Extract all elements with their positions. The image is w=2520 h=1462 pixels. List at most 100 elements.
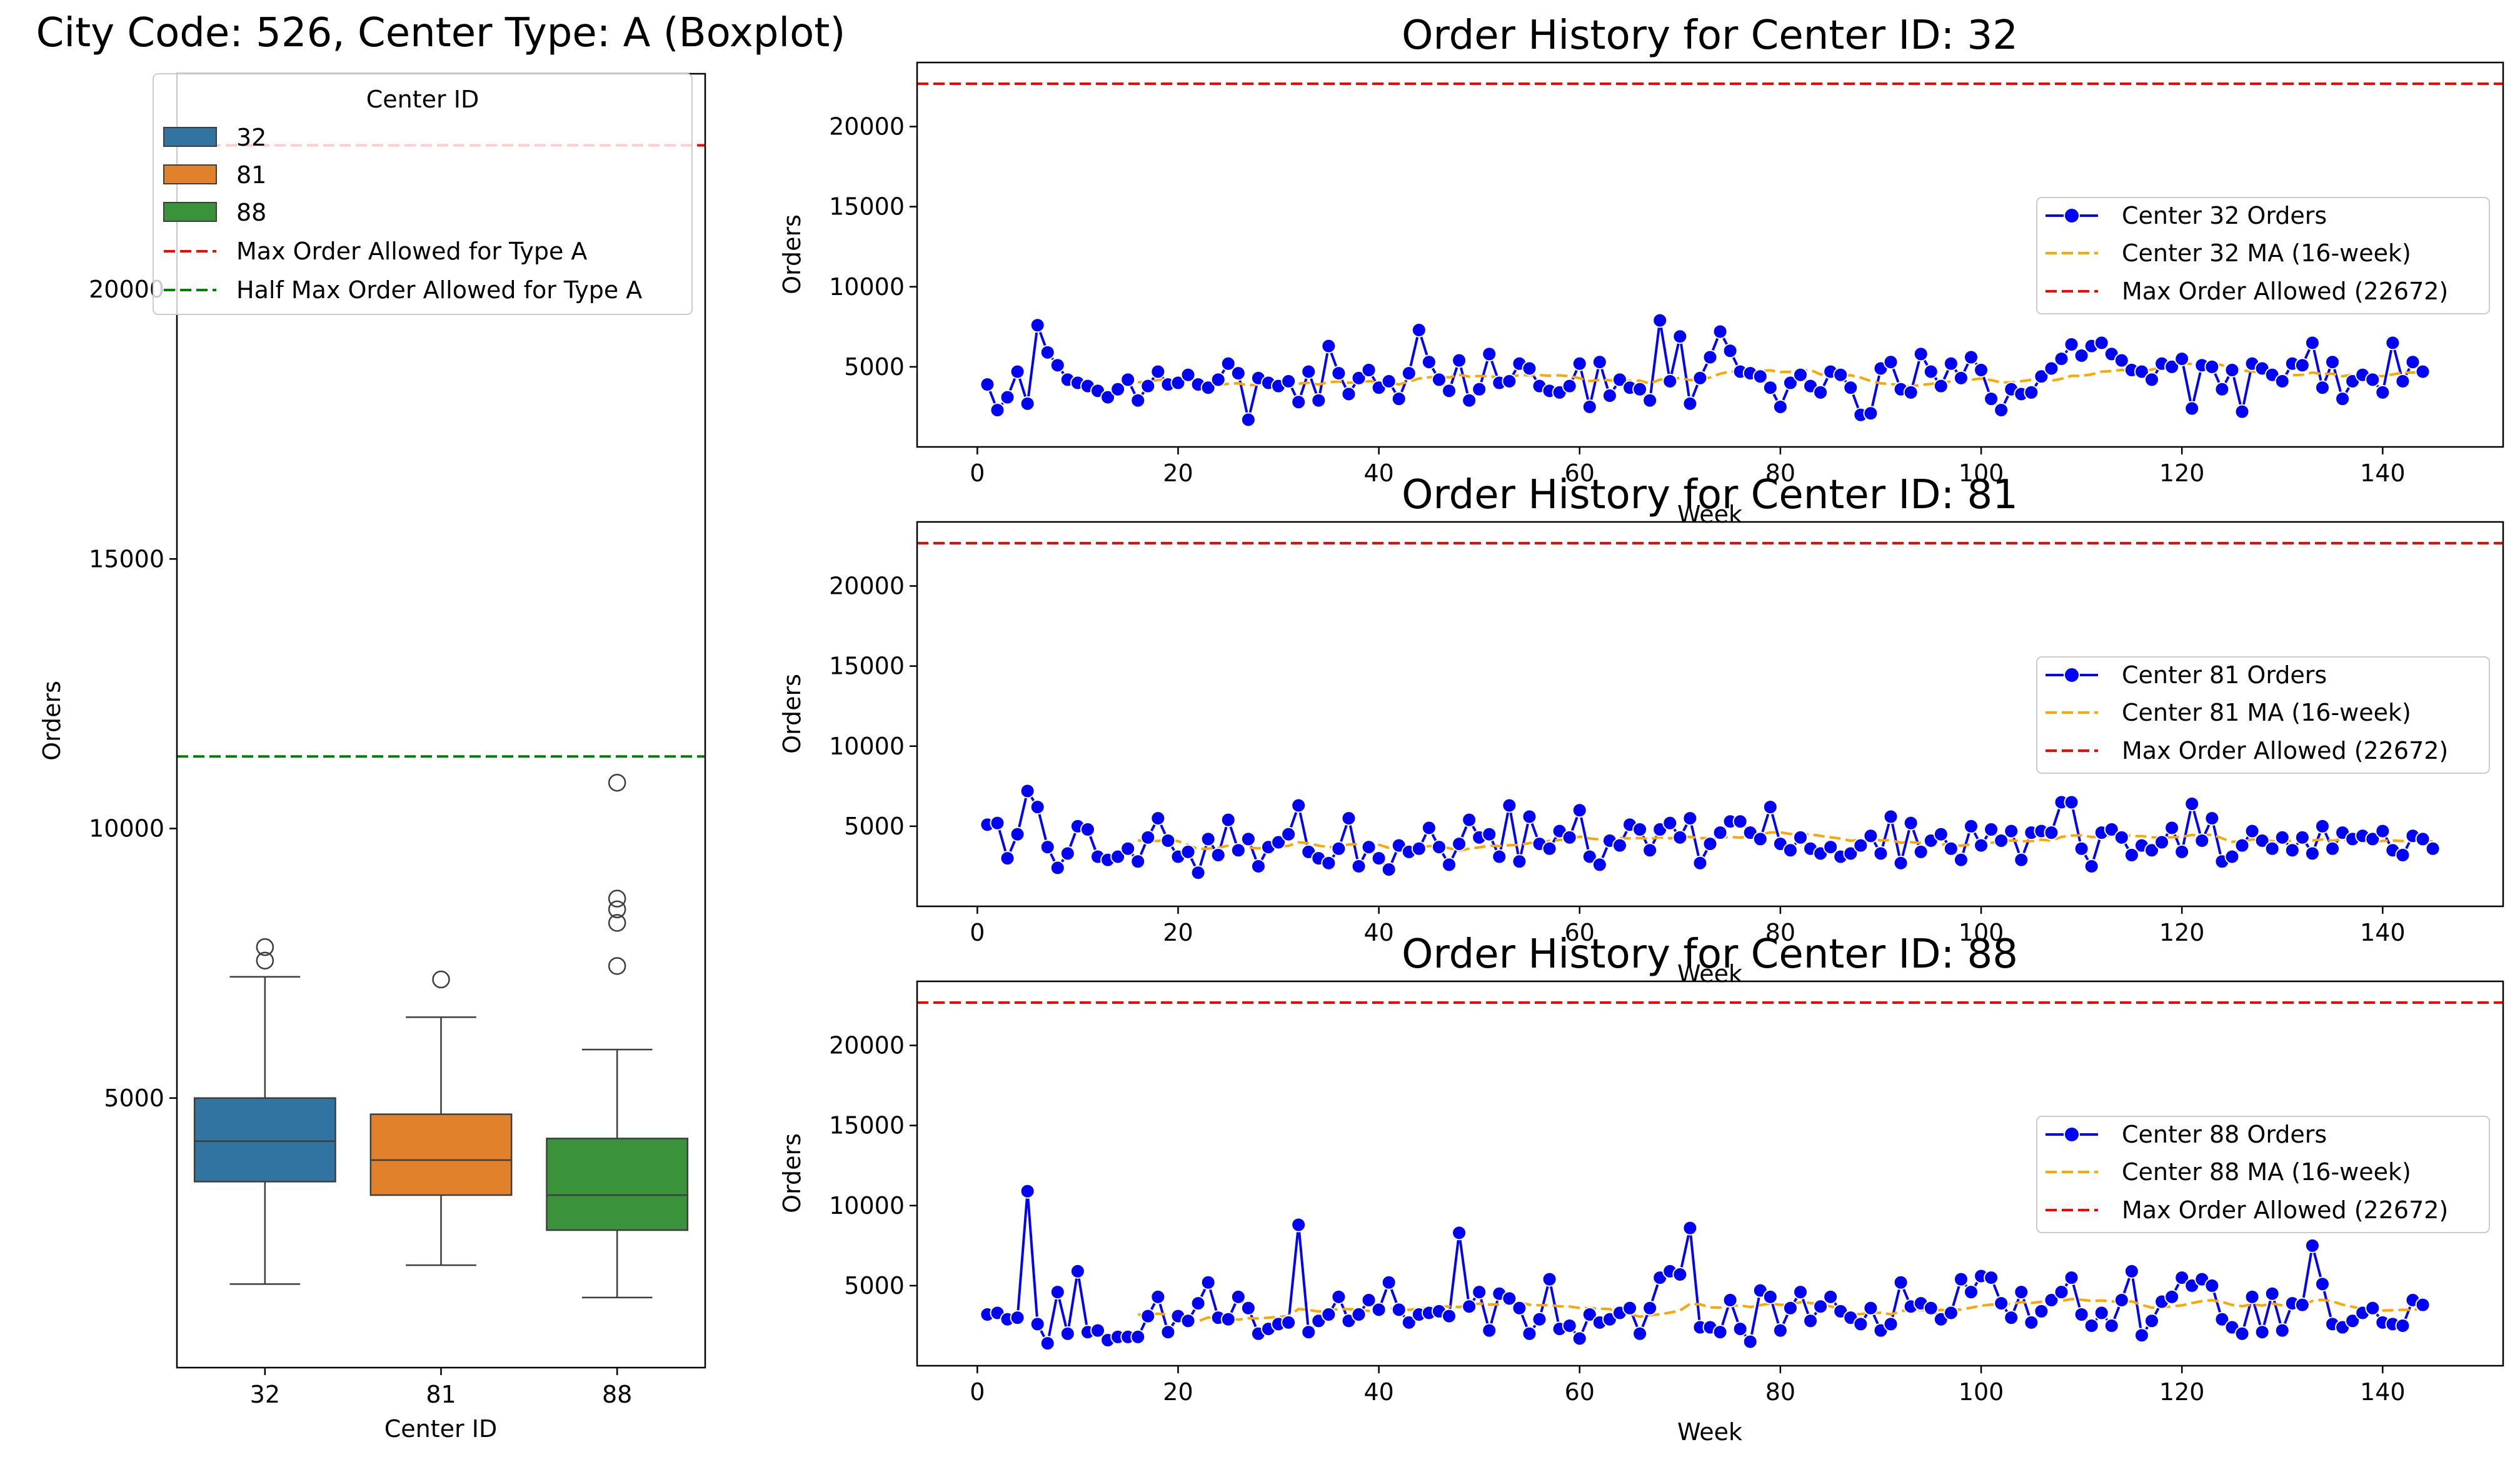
center-88-order-point [2304, 1238, 2320, 1253]
center-32-order-point [1020, 396, 1035, 411]
center-81-order-point [2044, 825, 2059, 841]
center-81-order-point [1361, 839, 1377, 855]
center-88-order-point [1140, 1308, 1156, 1324]
center-32-order-point [1642, 393, 1658, 408]
center-32-order-point [1210, 372, 1226, 388]
center-88-order-point [1943, 1305, 1959, 1321]
center-88-order-point [2144, 1313, 2160, 1329]
center-81-order-point [1250, 858, 1266, 874]
center-32-order-point [1452, 353, 1467, 368]
center-88-plot-content: 5000 10000 15000 20000 0 20 40 60 80 100 120 140 [829, 1001, 2503, 1406]
center-32-order-point [1772, 399, 1788, 414]
center-88-order-point [1391, 1302, 1407, 1318]
center-32-order-point [2385, 335, 2401, 351]
boxplot-ylabel: Orders [38, 681, 66, 761]
center-32-order-point [2064, 337, 2079, 352]
center-88-order-point [2044, 1292, 2059, 1308]
center-32-order-point [1200, 380, 1216, 396]
center-32-order-point [2164, 359, 2180, 374]
center-81-order-point [1582, 849, 1597, 864]
center-88-order-point [1070, 1263, 1085, 1279]
center-32-order-point [1291, 394, 1307, 410]
center-88-order-point [1190, 1296, 1206, 1311]
center-32-order-point [1431, 372, 1447, 388]
center-88-order-point [1512, 1300, 1527, 1316]
center-32-order-point [2074, 348, 2089, 363]
center-88-legend-orders-marker [2064, 1126, 2080, 1143]
boxplot-xtick-label: 32 [250, 1381, 280, 1408]
center-81-xtick-label: 100 [1959, 919, 2004, 946]
center-81-order-point [1341, 811, 1357, 826]
center-81-order-point [1000, 851, 1015, 866]
center-88-order-point [1562, 1318, 1577, 1333]
center-81-order-point [1974, 838, 1989, 853]
center-88-order-point [1130, 1329, 1146, 1344]
center-88-order-point [1682, 1220, 1698, 1236]
center-88-legend-ma-label: Center 88 MA (16-week) [2122, 1158, 2411, 1186]
center-81-order-point [1752, 831, 1768, 847]
center-81-order-point [1421, 820, 1437, 836]
center-88-order-point [1984, 1270, 1999, 1286]
center-88-order-point [2234, 1326, 2250, 1341]
center-32-order-point [2204, 359, 2220, 374]
center-88-order-point [1060, 1326, 1075, 1341]
center-88-order-point [1672, 1266, 1688, 1282]
center-88-order-point [1622, 1300, 1638, 1316]
center-88-order-point [2415, 1297, 2431, 1313]
center-81-order-point [1291, 798, 1307, 813]
center-81-order-point [1452, 836, 1467, 852]
center-88-order-point [1030, 1316, 1045, 1332]
center-32-order-point [1762, 380, 1778, 396]
center-32-order-point [1130, 393, 1146, 408]
center-81-order-point [2104, 822, 2119, 837]
center-81-order-point [2365, 831, 2381, 847]
center-32-order-point [2294, 358, 2310, 373]
center-88-order-point [2084, 1318, 2099, 1333]
center-32-order-point [1220, 356, 1236, 371]
boxplot-ytick-label: 5000 [104, 1084, 164, 1112]
center-88-order-point [1291, 1217, 1307, 1233]
center-32-order-point [1953, 370, 1969, 386]
center-81-order-point [1080, 822, 1095, 837]
boxplot-legend: Center ID 32 81 88 Max Order Allowed for… [153, 73, 693, 315]
center-81-order-point [2274, 829, 2290, 845]
center-88-order-point [1923, 1300, 1939, 1316]
center-32-order-point [1150, 364, 1166, 379]
center-81-order-point [2415, 831, 2431, 847]
center-81-legend-orders-marker [2064, 667, 2080, 683]
center-32-order-point [1863, 406, 1879, 421]
center-32-order-point [1311, 393, 1327, 408]
center-32-order-point [1321, 338, 1337, 354]
center-32-ylabel: Orders [778, 214, 806, 294]
center-81-order-point [1050, 860, 1065, 876]
center-32-order-point [1672, 329, 1688, 344]
center-88-xtick-label: 80 [1765, 1378, 1795, 1406]
center-88-legend: Center 88 Orders Center 88 MA (16-week) … [2036, 1116, 2490, 1233]
center-81-order-point [2325, 841, 2341, 856]
center-81-order-point [1994, 833, 2009, 848]
legend-label-81: 81 [236, 161, 266, 189]
boxplot-panel: City Code: 526, Center Type: A (Boxplot)… [36, 10, 846, 1443]
center-32-legend-max-label: Max Order Allowed (22672) [2122, 278, 2448, 305]
center-88-order-point [1582, 1307, 1597, 1322]
box-outlier [432, 970, 450, 989]
center-81-order-point [2395, 848, 2411, 863]
center-88-xtick-label: 40 [1363, 1378, 1393, 1406]
center-32-order-point [1752, 369, 1768, 384]
center-81-order-point [2314, 818, 2330, 834]
center-88-xtick-label: 120 [2159, 1378, 2205, 1406]
center-32-xtick-label: 0 [970, 459, 985, 487]
boxplot-legend-title: Center ID [366, 86, 479, 113]
legend-half-max-line-label: Half Max Order Allowed for Type A [236, 276, 642, 304]
center-81-order-point [2164, 820, 2180, 836]
center-32-order-point [2144, 372, 2160, 388]
center-88-order-point [1452, 1225, 1467, 1241]
center-88-order-point [1863, 1300, 1879, 1316]
center-32-order-point [2094, 335, 2109, 351]
center-88-order-point [1020, 1183, 1035, 1199]
legend-max-line-label: Max Order Allowed for Type A [236, 238, 587, 265]
center-81-order-point [2304, 846, 2320, 861]
center-88-order-point [1160, 1324, 1176, 1340]
center-88-xlabel: Week [1677, 1418, 1742, 1446]
